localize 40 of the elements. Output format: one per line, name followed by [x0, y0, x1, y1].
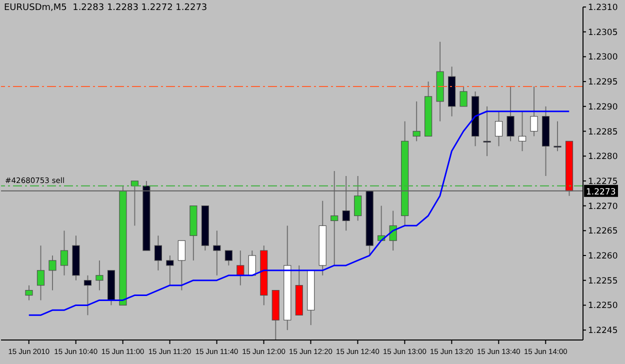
candlestick — [213, 230, 221, 276]
y-tick-label: 1.2300 — [588, 52, 618, 63]
y-tick-label: 1.2265 — [588, 226, 618, 237]
candlestick — [330, 170, 338, 266]
candlestick — [178, 240, 186, 291]
candlestick — [530, 86, 538, 137]
candlestick — [554, 120, 562, 152]
candlestick — [248, 250, 256, 276]
y-tick-label: 1.2250 — [588, 301, 618, 312]
candlestick — [130, 180, 138, 226]
candlestick — [483, 106, 491, 157]
candlestick — [354, 175, 362, 222]
candlestick — [36, 245, 45, 301]
candlestick — [48, 255, 56, 291]
candlestick — [494, 110, 503, 147]
ref-line-label: 1.2273 — [586, 187, 616, 198]
candlestick — [342, 175, 350, 232]
y-tick-label: 1.2310 — [588, 3, 618, 14]
y-tick-label: 1.2305 — [588, 28, 618, 38]
chart-title: EURUSDm,M5 1.2283 1.2283 1.2272 1.2273 — [4, 3, 208, 13]
y-tick-label: 1.2270 — [588, 202, 618, 212]
candlestick — [224, 250, 232, 266]
candlestick — [96, 260, 104, 291]
y-tick-label: 1.2260 — [588, 252, 618, 262]
y-tick-label: 1.2295 — [588, 78, 618, 88]
candlestick — [412, 100, 420, 142]
y-tick-label: 1.2275 — [588, 176, 618, 187]
candlestick — [460, 86, 468, 107]
candlestick — [25, 284, 33, 301]
candlestick — [166, 255, 174, 286]
y-tick-label: 1.2290 — [588, 102, 618, 112]
candlestick — [84, 274, 92, 316]
y-tick-label: 1.2285 — [588, 127, 618, 138]
candlestick — [506, 86, 514, 142]
y-tick-label: 1.2255 — [588, 276, 618, 286]
y-tick-label: 1.2245 — [588, 326, 618, 336]
candlestick — [518, 110, 526, 152]
candlestick — [60, 230, 68, 276]
y-tick-label: 1.2280 — [588, 152, 618, 162]
candlestick — [154, 235, 162, 271]
